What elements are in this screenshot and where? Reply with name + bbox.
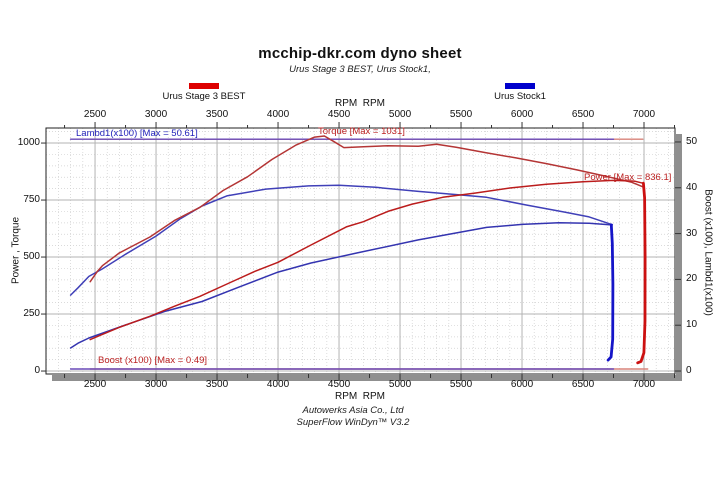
footer-company: Autowerks Asia Co., Ltd [302,405,404,416]
x-tick-top-6000: 6000 [510,109,534,120]
annotation-lambda-max: Lambd1(x100) [Max = 50.61] [76,128,198,139]
x-tick-bottom-5500: 5500 [449,379,473,390]
frame-shadow-bottom [52,375,682,381]
curve-power-stage3 [89,179,644,341]
curve-rpm-limit-drop-stage3 [636,181,647,365]
x-tick-bottom-4000: 4000 [266,379,290,390]
curve-torque-stock [69,184,614,296]
y-left-tick-0: 0 [34,365,40,377]
series-layer [69,135,649,370]
plot-border [45,127,676,375]
y-right-tick-40: 40 [686,181,698,193]
x-tick-bottom-6000: 6000 [510,379,534,390]
x-tick-bottom-3000: 3000 [144,379,168,390]
legend-item-stage3: Urus Stage 3 BEST [158,83,250,102]
y-left-tick-1000: 1000 [17,137,40,149]
y-right-tick-0: 0 [686,365,692,377]
y-left-tick-250: 250 [23,308,40,320]
x-tick-bottom-3500: 3500 [205,379,229,390]
curve-rpm-limit-drop-stock [606,223,615,362]
x-tick-top-3500: 3500 [205,109,229,120]
x-tick-top-4500: 4500 [327,109,351,120]
x-axis-title-top: RPM RPM [335,98,385,109]
legend-swatch-stock-icon [505,83,535,89]
plot-frame [45,127,682,381]
y-right-tick-20: 20 [686,273,698,285]
legend-swatch-stage3-icon [189,83,219,89]
x-tick-top-6500: 6500 [571,109,595,120]
y-right-tick-10: 10 [686,319,698,331]
tick-marks [41,122,681,381]
legend-label-stock: Urus Stock1 [494,91,546,102]
x-tick-bottom-4500: 4500 [327,379,351,390]
page-subtitle: Urus Stage 3 BEST, Urus Stock1, [289,64,431,75]
grid-layer [45,128,675,374]
annotation-power-max: Power [Max = 836.1] [584,172,672,183]
y-right-tick-30: 30 [686,227,698,239]
footer-software: SuperFlow WinDyn™ V3.2 [296,417,410,428]
curve-torque-stage3 [89,135,645,283]
annotation-boost-max: Boost (x100) [Max = 0.49] [98,355,208,366]
x-tick-bottom-7000: 7000 [632,379,656,390]
x-tick-top-7000: 7000 [632,109,656,120]
x-tick-bottom-6500: 6500 [571,379,595,390]
curve-power-stock [69,222,613,349]
y-left-tick-750: 750 [23,194,40,206]
x-tick-top-5500: 5500 [449,109,473,120]
x-tick-bottom-2500: 2500 [83,379,107,390]
page-title: mcchip-dkr.com dyno sheet [258,45,462,62]
annotation-torque-max: Torque [Max = 1031] [318,126,405,137]
y-right-tick-50: 50 [686,135,698,147]
frame-shadow-right [676,134,682,381]
legend-label-stage3: Urus Stage 3 BEST [162,91,246,102]
x-axis-title-bottom: RPM RPM [335,391,385,402]
x-tick-bottom-5000: 5000 [388,379,412,390]
x-tick-top-3000: 3000 [144,109,168,120]
legend-item-stock: Urus Stock1 [474,83,566,102]
y-left-tick-500: 500 [23,251,40,263]
x-tick-top-2500: 2500 [83,109,107,120]
x-tick-top-4000: 4000 [266,109,290,120]
x-tick-top-5000: 5000 [388,109,412,120]
